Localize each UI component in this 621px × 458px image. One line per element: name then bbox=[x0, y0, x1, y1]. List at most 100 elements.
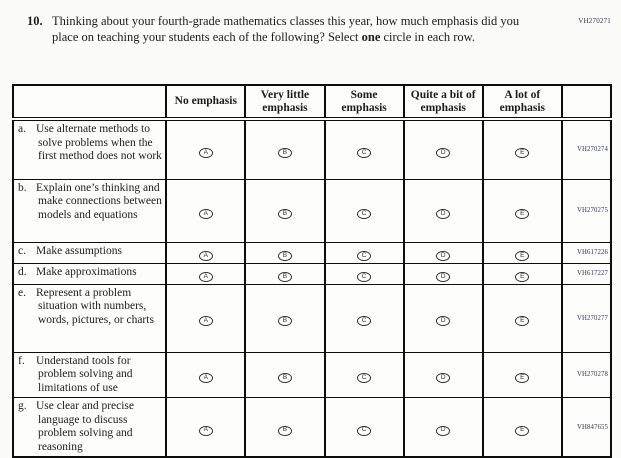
answer-bubble-d[interactable]: D bbox=[436, 373, 451, 384]
answer-bubble-a[interactable]: A bbox=[198, 316, 213, 327]
table-row: b. Explain one’s thinking and make connec… bbox=[11, 178, 613, 243]
row-statement: Use alternate methods to solve problems … bbox=[36, 123, 162, 163]
column-header-a-lot-of-emphasis: A lot of emphasis bbox=[481, 84, 563, 121]
column-header-quite-a-bit-of-emphasis: Quite a bit of emphasis bbox=[402, 84, 484, 121]
option-cell: B bbox=[244, 262, 326, 285]
option-cell: C bbox=[323, 283, 405, 353]
option-cell: B bbox=[244, 178, 326, 243]
table-row: c. Make assumptions A B C D E VH617226 bbox=[11, 241, 613, 264]
row-code: VH847655 bbox=[560, 397, 613, 458]
answer-bubble-c[interactable]: C bbox=[357, 148, 372, 158]
option-cell: C bbox=[323, 178, 405, 243]
option-cell: D bbox=[402, 351, 484, 399]
column-header-no-emphasis: No emphasis bbox=[165, 84, 247, 121]
option-cell: C bbox=[323, 118, 405, 180]
row-statement-cell: c. Make assumptions bbox=[11, 241, 168, 264]
row-statement-cell: f. Understand tools for problem solving a… bbox=[11, 351, 168, 399]
row-statement: Make approximations bbox=[36, 265, 137, 278]
option-cell: D bbox=[402, 283, 484, 353]
question-text-part1: Thinking about your fourth-grade mathema… bbox=[52, 14, 520, 44]
answer-bubble-e[interactable]: E bbox=[515, 373, 530, 384]
stem-header-cell bbox=[11, 84, 168, 121]
column-header-some-emphasis: Some emphasis bbox=[323, 84, 405, 121]
option-cell: A bbox=[165, 241, 247, 264]
option-cell: A bbox=[165, 262, 247, 285]
option-cell: A bbox=[165, 118, 247, 180]
answer-bubble-c[interactable]: C bbox=[357, 250, 372, 261]
answer-bubble-b[interactable]: B bbox=[277, 271, 292, 282]
question-text-part2: circle in each row. bbox=[380, 30, 476, 44]
row-code: VH270275 bbox=[560, 178, 613, 243]
row-letter: g. bbox=[18, 400, 27, 413]
option-cell: B bbox=[244, 241, 326, 264]
answer-bubble-c[interactable]: C bbox=[357, 271, 372, 282]
row-letter: f. bbox=[18, 354, 25, 367]
answer-bubble-d[interactable]: D bbox=[436, 148, 451, 158]
answer-bubble-a[interactable]: A bbox=[198, 250, 213, 261]
answer-bubble-e[interactable]: E bbox=[515, 148, 530, 158]
row-code: VH617227 bbox=[560, 262, 613, 285]
table-row: d. Make approximations A B C D E VH617227 bbox=[11, 262, 613, 285]
row-statement-cell: d. Make approximations bbox=[11, 262, 168, 285]
row-statement-cell: b. Explain one’s thinking and make connec… bbox=[11, 178, 168, 243]
answer-bubble-a[interactable]: A bbox=[198, 148, 213, 158]
option-cell: E bbox=[481, 178, 563, 243]
answer-bubble-b[interactable]: B bbox=[277, 316, 292, 327]
option-cell: E bbox=[481, 118, 563, 180]
option-cell: C bbox=[323, 262, 405, 285]
option-cell: D bbox=[402, 178, 484, 243]
answer-bubble-d[interactable]: D bbox=[436, 316, 451, 327]
question-block: 10. Thinking about your fourth-grade mat… bbox=[27, 13, 621, 45]
table-row: g. Use clear and precise language to disc… bbox=[11, 397, 613, 458]
answer-bubble-a[interactable]: A bbox=[198, 271, 213, 282]
question-text-bold: one bbox=[361, 30, 381, 44]
row-statement: Explain one’s thinking and make connecti… bbox=[36, 181, 162, 221]
answer-bubble-b[interactable]: B bbox=[277, 208, 292, 219]
option-cell: A bbox=[165, 178, 247, 243]
option-cell: B bbox=[244, 351, 326, 399]
answer-bubble-c[interactable]: C bbox=[357, 208, 372, 219]
option-cell: C bbox=[323, 351, 405, 399]
form-code: VH270271 bbox=[578, 17, 611, 25]
answer-bubble-c[interactable]: C bbox=[357, 316, 372, 327]
answer-bubble-d[interactable]: D bbox=[436, 208, 451, 219]
answer-bubble-b[interactable]: B bbox=[277, 250, 292, 261]
row-letter: d. bbox=[18, 265, 27, 278]
answer-bubble-e[interactable]: E bbox=[515, 271, 530, 282]
option-cell: D bbox=[402, 118, 484, 180]
option-cell: A bbox=[165, 351, 247, 399]
answer-bubble-e[interactable]: E bbox=[515, 208, 530, 219]
answer-bubble-b[interactable]: B bbox=[277, 373, 292, 384]
option-cell: C bbox=[323, 241, 405, 264]
option-cell: E bbox=[481, 351, 563, 399]
answer-bubble-a[interactable]: A bbox=[198, 208, 213, 219]
option-cell: C bbox=[323, 397, 405, 458]
answer-bubble-d[interactable]: D bbox=[436, 271, 451, 282]
row-letter: a. bbox=[18, 123, 26, 135]
answer-bubble-b[interactable]: B bbox=[277, 148, 292, 158]
answer-bubble-c[interactable]: C bbox=[357, 373, 372, 384]
option-cell: D bbox=[402, 397, 484, 458]
row-statement: Make assumptions bbox=[36, 244, 122, 257]
question-number: 10. bbox=[27, 14, 43, 28]
option-cell: E bbox=[481, 397, 563, 458]
answer-bubble-d[interactable]: D bbox=[436, 250, 451, 261]
option-cell: B bbox=[244, 283, 326, 353]
row-letter: b. bbox=[18, 181, 27, 194]
option-cell: D bbox=[402, 241, 484, 264]
column-header-very-little-emphasis: Very little emphasis bbox=[244, 84, 326, 121]
table-row: a. Use alternate methods to solve problem… bbox=[11, 118, 613, 180]
option-cell: E bbox=[481, 262, 563, 285]
row-statement: Represent a problem situation with numbe… bbox=[36, 286, 154, 326]
option-cell: A bbox=[165, 283, 247, 353]
emphasis-matrix-table: No emphasis Very little emphasis Some em… bbox=[11, 84, 613, 458]
row-statement: Use clear and precise language to discus… bbox=[36, 400, 135, 453]
answer-bubble-a[interactable]: A bbox=[198, 373, 213, 384]
answer-bubble-e[interactable]: E bbox=[515, 250, 530, 261]
option-cell: A bbox=[165, 397, 247, 458]
row-code: VH270274 bbox=[560, 118, 613, 180]
row-statement: Understand tools for problem solving and… bbox=[36, 354, 133, 394]
answer-bubble-e[interactable]: E bbox=[515, 316, 530, 327]
option-cell: B bbox=[244, 397, 326, 458]
row-code: VH270277 bbox=[560, 283, 613, 353]
